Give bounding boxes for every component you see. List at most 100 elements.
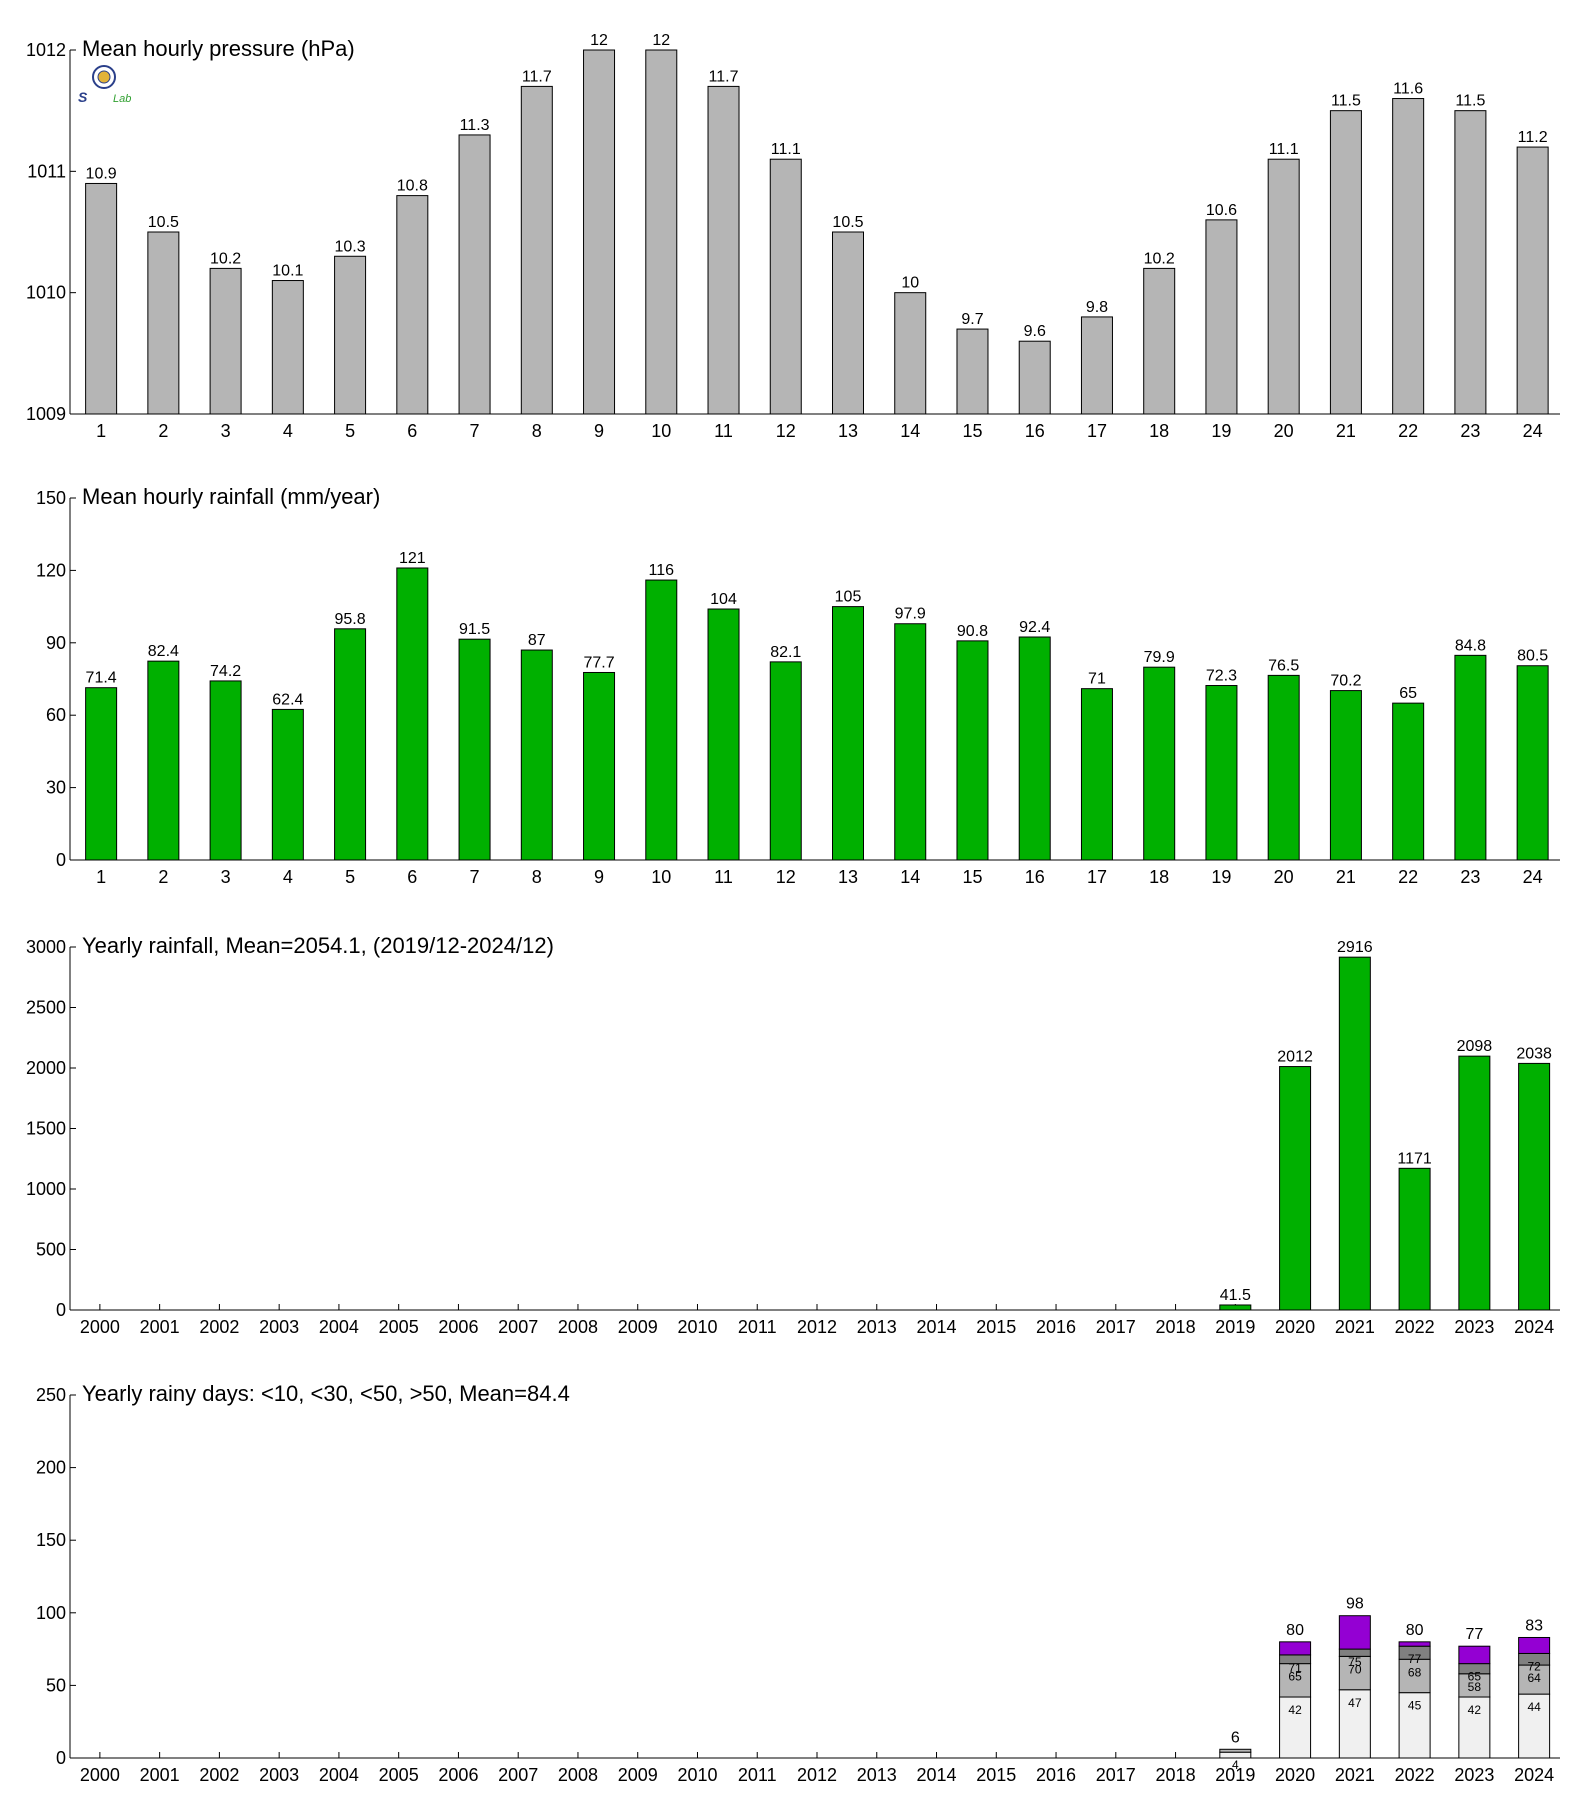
x-tick-label: 8 (532, 421, 542, 441)
x-tick-label: 11 (714, 867, 733, 887)
bar (1516, 146, 1549, 415)
x-tick-label: 2020 (1275, 1317, 1315, 1337)
bar-value-label: 84.8 (1455, 637, 1486, 654)
bar (396, 567, 429, 861)
y-tick-label: 500 (36, 1240, 66, 1260)
x-tick-label: 2005 (379, 1317, 419, 1337)
stack-total-label: 77 (1465, 1626, 1483, 1643)
bar-value-label: 11.6 (1393, 81, 1423, 98)
x-tick-label: 3 (221, 421, 231, 441)
stack-segment (1338, 1615, 1371, 1650)
y-tick-label: 50 (46, 1675, 66, 1695)
x-tick-label: 2011 (738, 1765, 777, 1785)
x-tick-label: 13 (838, 421, 858, 441)
x-tick-label: 18 (1149, 421, 1169, 441)
bar-value-label: 90.8 (957, 623, 988, 640)
logo-text-1: S (78, 89, 88, 105)
bar-value-label: 11.3 (460, 117, 490, 134)
x-tick-label: 2002 (199, 1765, 239, 1785)
bar (1279, 1066, 1312, 1311)
bar (1518, 1062, 1551, 1311)
y-tick-label: 1500 (26, 1119, 66, 1139)
x-tick-label: 14 (900, 867, 920, 887)
bar-value-label: 62.4 (272, 691, 303, 708)
x-tick-label: 2 (158, 867, 168, 887)
bar-value-label: 10.9 (86, 165, 117, 182)
x-tick-label: 2009 (618, 1765, 658, 1785)
x-tick-label: 23 (1460, 867, 1480, 887)
x-tick-label: 2006 (438, 1317, 478, 1337)
bar-value-label: 82.1 (770, 644, 801, 661)
x-tick-label: 16 (1025, 421, 1045, 441)
x-tick-label: 2010 (677, 1317, 717, 1337)
stack-segment (1279, 1641, 1312, 1656)
bar-value-label: 116 (649, 562, 675, 579)
x-tick-label: 2013 (857, 1317, 897, 1337)
bar-value-label: 65 (1399, 685, 1417, 702)
y-tick-label: 1012 (26, 40, 66, 60)
bar (1143, 666, 1176, 861)
y-tick-label: 2500 (26, 998, 66, 1018)
stack-segment (1279, 1663, 1312, 1698)
stack-cumulative-label: 4 (1232, 1758, 1239, 1772)
x-tick-label: 2004 (319, 1765, 359, 1785)
bar-value-label: 41.5 (1220, 1287, 1251, 1304)
x-tick-label: 4 (283, 867, 293, 887)
x-tick-label: 10 (651, 421, 671, 441)
bar (1080, 316, 1113, 415)
bar-value-label: 71 (1088, 671, 1106, 688)
bar (1267, 158, 1300, 415)
bar (1219, 1304, 1252, 1311)
x-tick-label: 20 (1274, 421, 1294, 441)
x-tick-label: 22 (1398, 421, 1418, 441)
y-tick-label: 1009 (26, 404, 66, 424)
bar-value-label: 11.7 (522, 68, 552, 85)
bar-value-label: 11.1 (771, 141, 801, 158)
stack-total-label: 83 (1525, 1617, 1543, 1634)
stack-segment (1398, 1641, 1431, 1647)
bar (1329, 110, 1362, 415)
bar-value-label: 82.4 (148, 643, 179, 660)
bar (1516, 665, 1549, 861)
y-tick-label: 1011 (27, 161, 66, 181)
x-tick-label: 2019 (1215, 1317, 1255, 1337)
x-tick-label: 2015 (976, 1317, 1016, 1337)
x-tick-label: 2016 (1036, 1317, 1076, 1337)
x-tick-label: 2024 (1514, 1765, 1554, 1785)
x-tick-label: 2018 (1156, 1765, 1196, 1785)
bar (1392, 98, 1425, 415)
bar-value-label: 91.5 (459, 621, 490, 638)
x-tick-label: 2010 (677, 1765, 717, 1785)
stack-cumulative-label: 68 (1408, 1665, 1422, 1679)
x-tick-label: 2013 (857, 1765, 897, 1785)
x-tick-label: 2019 (1215, 1765, 1255, 1785)
bar (1080, 688, 1113, 861)
x-tick-label: 2018 (1156, 1317, 1196, 1337)
bar-value-label: 11.2 (1518, 129, 1548, 146)
x-tick-label: 23 (1460, 421, 1480, 441)
bar-value-label: 10.1 (272, 263, 303, 280)
y-tick-label: 90 (46, 633, 66, 653)
x-tick-label: 2015 (976, 1765, 1016, 1785)
y-tick-label: 200 (36, 1458, 66, 1478)
x-tick-label: 17 (1087, 421, 1107, 441)
stack-cumulative-label: 65 (1288, 1670, 1302, 1684)
bar (520, 85, 553, 415)
chart-title: Mean hourly pressure (hPa) (82, 36, 355, 61)
y-tick-label: 150 (36, 488, 66, 508)
bar-value-label: 72.3 (1206, 668, 1237, 685)
x-tick-label: 4 (283, 421, 293, 441)
bar (520, 649, 553, 861)
y-tick-label: 1010 (26, 283, 66, 303)
bar (1398, 1167, 1431, 1311)
x-tick-label: 8 (532, 867, 542, 887)
x-tick-label: 2009 (618, 1317, 658, 1337)
bar-value-label: 10.2 (210, 250, 241, 267)
y-tick-label: 0 (56, 1300, 66, 1320)
x-tick-label: 5 (345, 421, 355, 441)
bar (1329, 690, 1362, 861)
stack-cumulative-label: 42 (1468, 1703, 1482, 1717)
x-tick-label: 13 (838, 867, 858, 887)
x-tick-label: 2003 (259, 1765, 299, 1785)
bar (832, 231, 864, 415)
